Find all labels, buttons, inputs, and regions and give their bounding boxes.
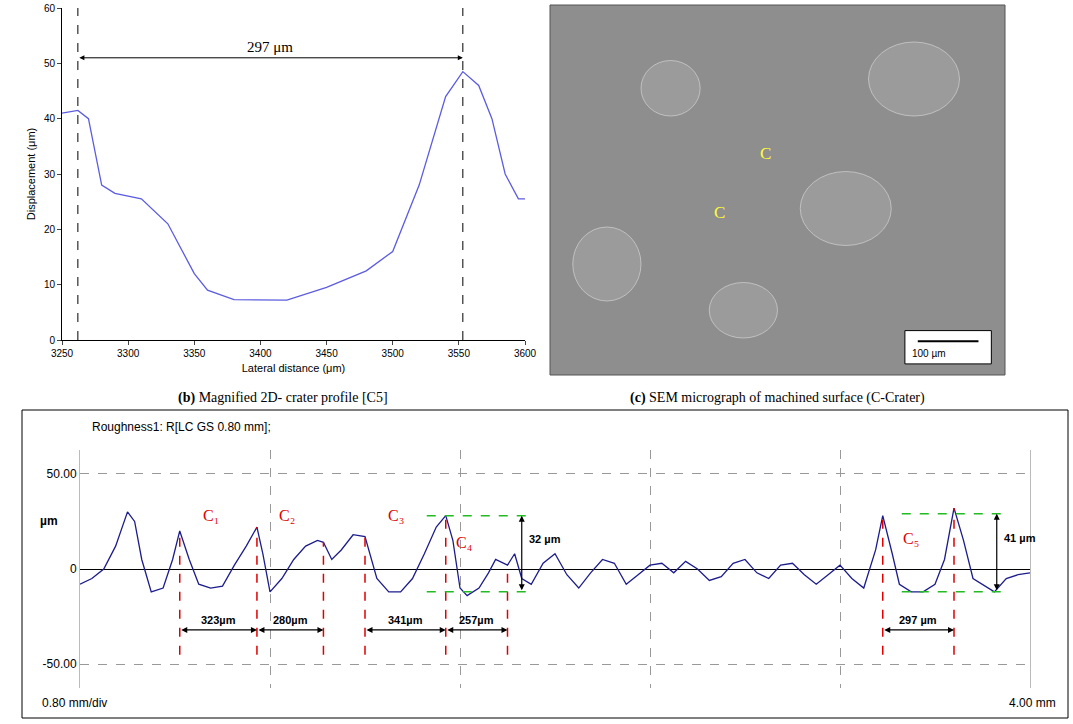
svg-text:0: 0 xyxy=(49,335,55,346)
svg-text:3250: 3250 xyxy=(51,348,74,359)
svg-text:C: C xyxy=(714,203,725,222)
svg-text:297 μm: 297 μm xyxy=(247,39,293,55)
svg-text:41 µm: 41 µm xyxy=(1004,532,1036,544)
svg-text:C₄: C₄ xyxy=(456,534,473,551)
svg-text:C: C xyxy=(760,144,771,163)
svg-text:(b) Magnified 2D- crater profi: (b) Magnified 2D- crater profile [C5] xyxy=(178,390,388,406)
svg-text:3600: 3600 xyxy=(514,348,537,359)
svg-text:60: 60 xyxy=(44,3,56,14)
svg-text:341µm: 341µm xyxy=(388,614,423,626)
svg-text:20: 20 xyxy=(44,224,56,235)
svg-text:323µm: 323µm xyxy=(201,614,236,626)
svg-text:3400: 3400 xyxy=(249,348,272,359)
svg-text:10: 10 xyxy=(44,279,56,290)
svg-text:3500: 3500 xyxy=(382,348,405,359)
svg-text:297 µm: 297 µm xyxy=(899,614,937,626)
svg-text:50.00: 50.00 xyxy=(47,467,77,481)
svg-text:40: 40 xyxy=(44,113,56,124)
svg-text:3550: 3550 xyxy=(448,348,471,359)
svg-text:µm: µm xyxy=(40,514,58,528)
svg-text:280µm: 280µm xyxy=(273,614,308,626)
svg-text:3350: 3350 xyxy=(183,348,206,359)
svg-text:100 µm: 100 µm xyxy=(912,348,946,359)
svg-text:32 µm: 32 µm xyxy=(529,533,561,545)
svg-text:3450: 3450 xyxy=(315,348,338,359)
svg-text:257µm: 257µm xyxy=(459,614,494,626)
svg-text:C₅: C₅ xyxy=(903,530,919,547)
svg-text:C₃: C₃ xyxy=(388,507,404,524)
svg-text:30: 30 xyxy=(44,169,56,180)
svg-text:-50.00: -50.00 xyxy=(43,657,77,671)
svg-text:0: 0 xyxy=(70,562,77,576)
svg-text:(c) SEM micrograph of machined: (c) SEM micrograph of machined surface (… xyxy=(630,390,925,406)
svg-text:50: 50 xyxy=(44,58,56,69)
svg-text:3300: 3300 xyxy=(117,348,140,359)
svg-text:Roughness1: R[LC GS 0.80 mm];: Roughness1: R[LC GS 0.80 mm]; xyxy=(92,420,271,434)
svg-text:0.80 mm/div: 0.80 mm/div xyxy=(42,696,107,710)
svg-text:Lateral distance (μm): Lateral distance (μm) xyxy=(242,362,346,374)
svg-text:C₁: C₁ xyxy=(203,507,219,524)
svg-text:C₂: C₂ xyxy=(279,507,295,524)
svg-text:4.00 mm: 4.00 mm xyxy=(1009,696,1056,710)
svg-text:Displacement (μm): Displacement (μm) xyxy=(25,128,37,221)
